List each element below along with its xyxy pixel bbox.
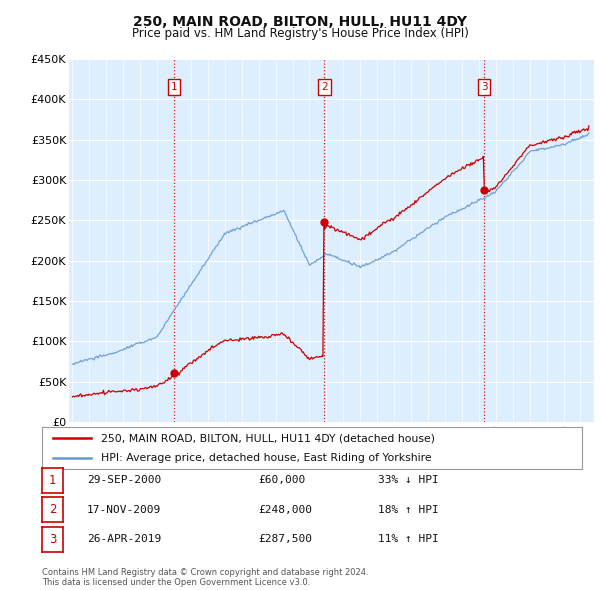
Text: 17-NOV-2009: 17-NOV-2009 [87,505,161,514]
Text: 250, MAIN ROAD, BILTON, HULL, HU11 4DY: 250, MAIN ROAD, BILTON, HULL, HU11 4DY [133,15,467,29]
Text: 29-SEP-2000: 29-SEP-2000 [87,476,161,485]
Text: 1: 1 [170,82,178,92]
Text: 26-APR-2019: 26-APR-2019 [87,535,161,544]
Text: 2: 2 [49,503,56,516]
Text: Price paid vs. HM Land Registry's House Price Index (HPI): Price paid vs. HM Land Registry's House … [131,27,469,40]
Text: Contains HM Land Registry data © Crown copyright and database right 2024.
This d: Contains HM Land Registry data © Crown c… [42,568,368,587]
Text: £248,000: £248,000 [258,505,312,514]
Text: £60,000: £60,000 [258,476,305,485]
Text: 18% ↑ HPI: 18% ↑ HPI [378,505,439,514]
Text: 11% ↑ HPI: 11% ↑ HPI [378,535,439,544]
Text: 250, MAIN ROAD, BILTON, HULL, HU11 4DY (detached house): 250, MAIN ROAD, BILTON, HULL, HU11 4DY (… [101,433,436,443]
Text: £287,500: £287,500 [258,535,312,544]
Text: 2: 2 [321,82,328,92]
Text: 1: 1 [49,474,56,487]
Text: HPI: Average price, detached house, East Riding of Yorkshire: HPI: Average price, detached house, East… [101,453,432,463]
Text: 3: 3 [49,533,56,546]
Text: 33% ↓ HPI: 33% ↓ HPI [378,476,439,485]
Text: 3: 3 [481,82,488,92]
